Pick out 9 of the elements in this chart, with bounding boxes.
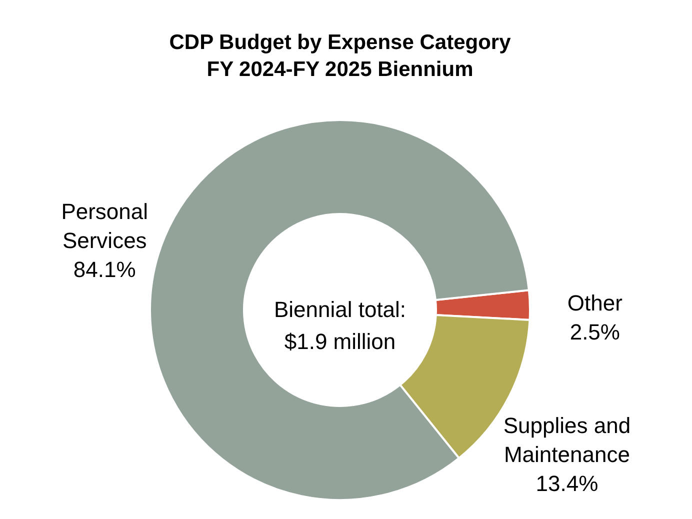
slice-label: Personal Services <box>61 198 148 253</box>
text: Biennial total: $1.9 million <box>274 297 406 354</box>
chart-subtitle: FY 2024-FY 2025 Biennium <box>206 58 474 81</box>
slice-label: Other <box>567 290 622 316</box>
slice-label: Supplies and Maintenance <box>503 413 631 468</box>
data-label: 84.1% <box>73 256 136 282</box>
data-label: 2.5% <box>570 319 620 344</box>
data-label: 13.4% <box>536 471 598 496</box>
chart-title: CDP Budget by Expense Category <box>169 31 512 54</box>
